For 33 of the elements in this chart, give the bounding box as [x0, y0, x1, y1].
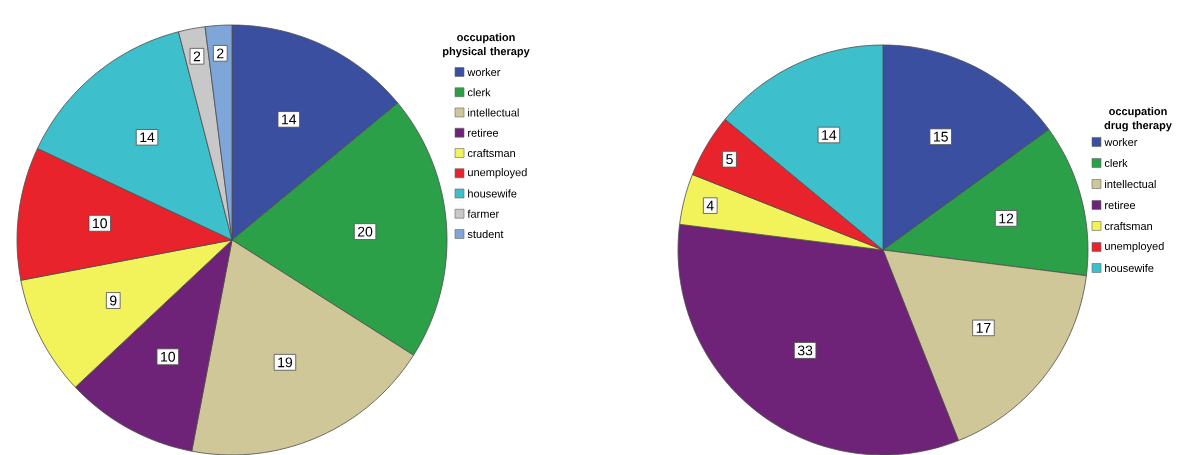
legend-label: farmer [467, 209, 499, 218]
data-label: 15 [933, 131, 948, 142]
legend-label: clerk [467, 88, 491, 97]
data-label: 14 [282, 114, 297, 125]
legend-label: retiree [1105, 200, 1136, 209]
legend-label: housewife [468, 189, 517, 198]
data-label: 14 [140, 132, 155, 142]
data-label: 2 [217, 48, 224, 59]
data-label: 2 [193, 51, 201, 61]
legend-label: student [467, 229, 504, 238]
data-label: 9 [110, 295, 117, 306]
legend-label: worker [1104, 137, 1138, 146]
data-label: 5 [726, 154, 733, 164]
legend-label: unemployed [468, 167, 527, 179]
legend-label: retiree [468, 128, 499, 137]
legend-label: craftsman [1104, 221, 1152, 230]
legend-label: unemployed [1105, 241, 1164, 252]
data-label: 10 [161, 351, 176, 362]
data-label: 20 [357, 226, 373, 237]
legend-label: worker [467, 67, 501, 76]
legend-label: intellectual [468, 108, 519, 117]
data-label: 17 [976, 322, 991, 333]
data-label: 4 [706, 200, 714, 211]
legend-label: intellectual [1105, 179, 1156, 188]
legend-label: housewife [1105, 263, 1154, 272]
legend-label: clerk [1104, 158, 1128, 167]
legend-title: occupation physical therapy [443, 32, 530, 58]
data-label: 19 [278, 357, 293, 368]
data-label: 14 [822, 129, 837, 140]
legend-label: craftsman [467, 148, 515, 157]
data-label: 10 [93, 218, 108, 229]
data-label: 12 [999, 213, 1014, 224]
data-label: 33 [797, 345, 813, 356]
